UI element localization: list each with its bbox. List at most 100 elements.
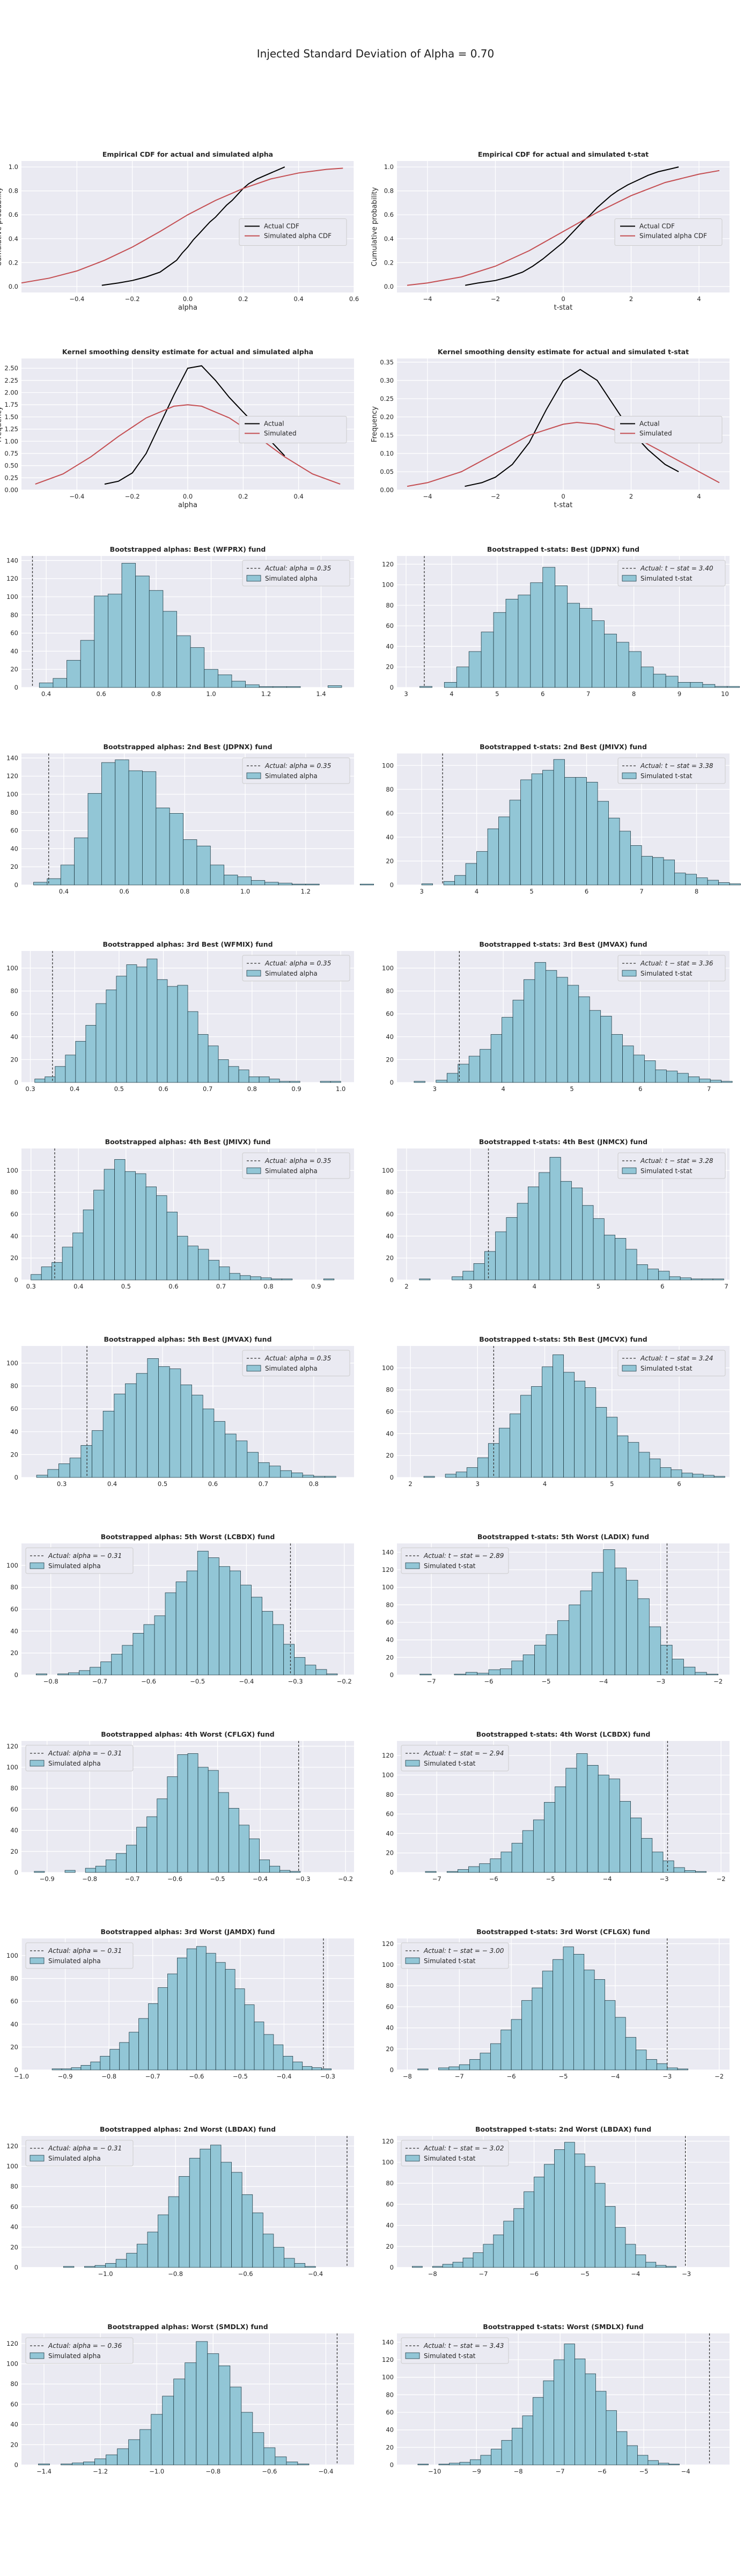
histogram-bar [692,1474,704,1478]
histogram-bar [473,2252,484,2268]
histogram-bar [524,2191,534,2268]
histogram-bar [208,1260,219,1280]
histogram-bar [553,759,565,885]
histogram-bar [72,2462,84,2465]
histogram-bar [510,1414,521,1478]
histogram-bar [542,567,556,688]
histogram-bar [713,1476,725,1478]
histogram-bar [217,674,232,688]
histogram-bar [495,1231,507,1280]
legend-box [242,1350,350,1377]
histogram-bar [462,1271,474,1280]
histogram-bar [198,1249,209,1280]
x-tick-label: 0.2 [238,295,248,303]
legend: Actual: alpha = − 0.31 Simulated alpha [25,1942,134,1969]
histogram-bar [125,1383,137,1478]
histogram-bars [63,2145,316,2268]
histogram-bar [104,1169,115,1280]
y-tick-label: 120 [382,2356,394,2363]
y-tick-label: 20 [10,1649,18,1657]
x-tick-label: −7 [556,2468,565,2475]
histogram-bar [470,2459,481,2465]
histogram-bar [238,1070,249,1083]
histogram-bar [114,1394,126,1478]
y-tick-label: 0.2 [9,259,18,266]
y-tick-label: 20 [10,863,18,870]
legend-label-actual: Actual: t − stat = 3.36 [640,960,713,967]
y-axis-label: Frequency [0,406,3,442]
legend: Actual: t − stat = − 2.94 Simulated t-sta… [401,1745,509,1772]
histogram-bar [34,1871,45,1873]
legend-swatch [30,1562,45,1569]
legend-swatch [622,1167,637,1174]
chart-title: Bootstrapped t-stats: 3rd Worst (CFLGX) … [476,1928,650,1936]
legend-box [242,1152,350,1179]
y-tick-label: 2.00 [4,389,18,397]
histogram-bar [251,1597,262,1675]
y-tick-label: 60 [386,2003,394,2010]
histogram-bars [51,1946,332,2070]
histogram-bar [635,2255,646,2268]
histogram-bar [240,1275,251,1280]
histogram-bar [585,1387,597,1478]
histogram-bar [92,1430,104,1478]
figure-suptitle: Injected Standard Deviation of Alpha = 0… [256,47,495,60]
legend-box [617,560,726,587]
histogram-bar [452,2262,463,2268]
histogram-bars [421,759,741,885]
histogram-bar [695,1672,707,1675]
histogram-bar [312,2067,322,2070]
x-tick-label: 1.2 [301,888,311,895]
histogram-bar [80,640,95,688]
histogram-bar [58,1463,70,1478]
y-tick-label: 2.25 [4,377,18,384]
histogram-bar [608,817,620,885]
histogram-bar [238,1825,249,1873]
histogram-bar [411,2266,423,2268]
histogram-bar [685,874,697,885]
y-tick-label: 100 [6,1167,18,1174]
histogram-bar [252,2432,264,2465]
chart-title: Bootstrapped t-stats: 2nd Best (JMIVX) f… [480,743,647,751]
histogram-bar [93,1190,105,1280]
x-tick-label: 6 [638,1085,642,1093]
legend-box [25,1942,134,1969]
x-tick-label: 4 [543,1480,547,1488]
legend: Actual CDF Simulated alpha CDF [614,218,723,246]
histogram-bar [148,2003,158,2070]
chart-title: Bootstrapped t-stats: Best (JDPNX) fund [487,545,639,553]
histogram-bar [79,1670,91,1675]
x-tick-label: −0.2 [125,493,140,500]
histogram-bar [124,1171,136,1280]
chart-title: Bootstrapped alphas: 3rd Worst (JAMDX) f… [101,1928,275,1936]
y-axis-label: Frequency [371,406,379,442]
y-tick-label: 40 [10,647,18,655]
x-tick-label: 0.6 [158,1085,168,1093]
y-tick-label: 100 [6,791,18,798]
histogram-bars [419,567,740,688]
y-tick-label: 0 [390,1671,394,1679]
histogram-bar [143,1624,155,1675]
legend-label-simulated: Simulated alpha [48,2352,101,2360]
histogram-bar [225,1433,237,1478]
histogram-bar [647,2460,659,2465]
histogram-bar [666,1071,678,1083]
histogram-bar [177,1754,188,1873]
x-tick-label: −3 [660,1875,669,1883]
histogram-bar [330,1081,341,1083]
x-tick-label: 0.9 [291,1085,301,1093]
y-tick-label: 20 [10,665,18,673]
histogram-bar [542,1971,554,2070]
histogram-bar [500,2030,512,2070]
histogram-bars [35,1550,338,1675]
histogram-bar [327,685,342,688]
chart-panel-24: −10 −9 −8 −7 −6 −5 −4 0 20 40 60 80 100 120 140 Bootstr… [382,2323,730,2475]
x-tick-label: −0.4 [277,2073,292,2080]
x-tick-label: −0.7 [92,1678,107,1685]
y-tick-label: 1.00 [4,437,18,445]
x-tick-label: −8 [403,2073,412,2080]
histogram-bar [179,2176,190,2268]
histogram-bar [269,1079,280,1083]
histogram-bar [468,1866,480,1873]
y-tick-label: 40 [386,2024,394,2032]
